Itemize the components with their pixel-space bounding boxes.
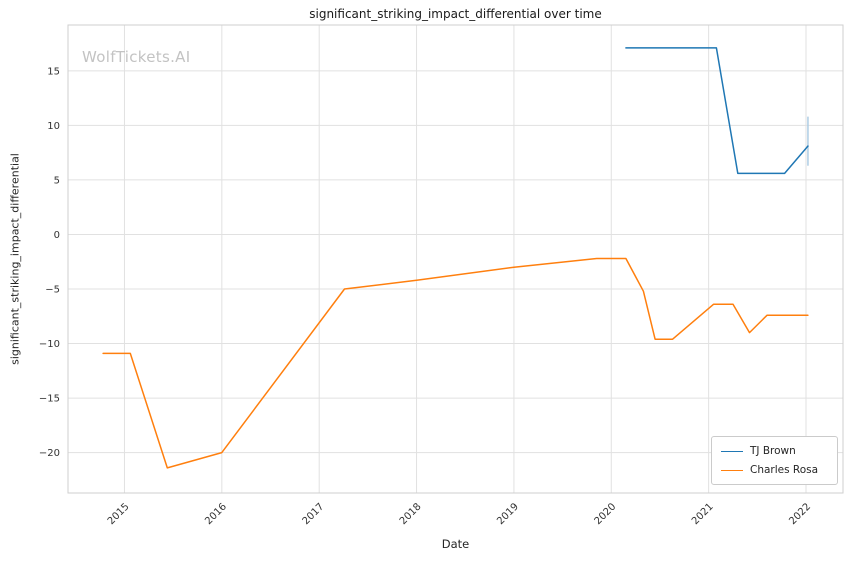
- legend-entry-charles-rosa: Charles Rosa: [721, 464, 825, 476]
- series-line-tj-brown: [625, 47, 809, 175]
- y-tick-label: 10: [47, 121, 60, 132]
- x-tick-label: 2019: [495, 501, 521, 527]
- y-tick-label: 5: [54, 175, 60, 186]
- x-tick-label: 2016: [203, 501, 229, 527]
- y-tick-label: 0: [54, 230, 60, 241]
- y-tick-label: 15: [47, 66, 60, 77]
- legend-entry-tj-brown: TJ Brown: [721, 445, 825, 457]
- legend-line-swatch-charles-rosa: [721, 469, 743, 471]
- y-axis-label: significant_striking_impact_differential: [8, 153, 22, 365]
- legend: TJ Brown Charles Rosa: [711, 436, 838, 485]
- x-tick-label: 2018: [398, 501, 424, 527]
- x-tick-label: 2017: [301, 501, 327, 527]
- y-tick-label: −20: [39, 448, 60, 459]
- chart-title: significant_striking_impact_differential…: [309, 7, 602, 21]
- y-tick-label: −15: [39, 394, 60, 405]
- x-tick-label: 2022: [787, 501, 813, 527]
- series-line-charles-rosa: [102, 257, 809, 469]
- x-axis-label: Date: [441, 537, 470, 551]
- plot-border: [67, 24, 844, 494]
- y-tick-label: −5: [45, 285, 60, 296]
- x-tick-label: 2021: [690, 501, 716, 527]
- legend-label-tj-brown: TJ Brown: [750, 445, 796, 457]
- x-tick-label: 2020: [593, 501, 619, 527]
- y-tick-label: −10: [39, 339, 60, 350]
- legend-label-charles-rosa: Charles Rosa: [750, 464, 819, 476]
- watermark: WolfTickets.AI: [82, 48, 191, 66]
- x-tick-label: 2015: [106, 501, 132, 527]
- legend-line-swatch-tj-brown: [721, 450, 743, 452]
